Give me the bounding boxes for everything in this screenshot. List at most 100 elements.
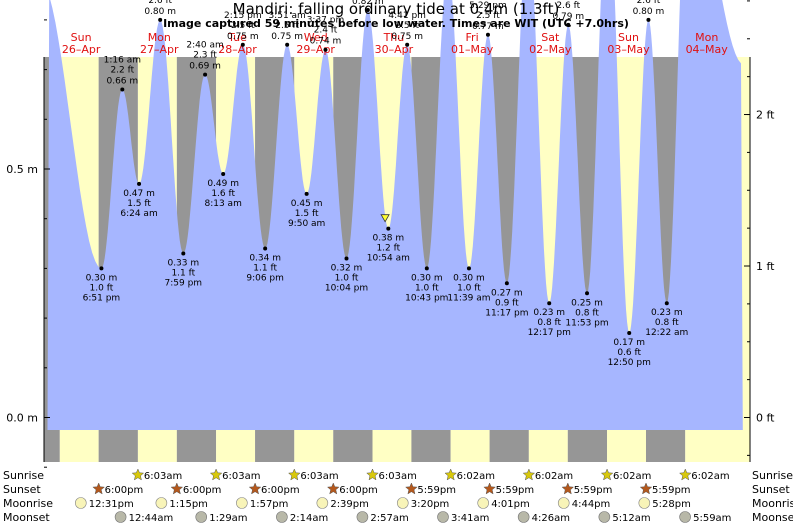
extreme-point [664, 301, 669, 306]
sunrise-icon [600, 468, 614, 481]
extreme-ft: 0.6 ft [617, 348, 641, 358]
extreme-time: 10:04 pm [325, 283, 368, 293]
extreme-time: 8:13 am [204, 199, 241, 209]
extreme-point [158, 17, 163, 22]
extreme-point [485, 32, 490, 37]
extreme-point [203, 72, 208, 77]
moonrise-time: 2:39pm [330, 499, 369, 510]
sunrise-time: 6:02am [535, 471, 573, 482]
sunrise-row-label-left: Sunrise [3, 469, 44, 482]
extreme-time: 10:43 pm [405, 293, 448, 303]
moonrise-icon [316, 497, 329, 509]
moonrise-icon [557, 497, 570, 509]
extreme-m: 0.38 m [372, 234, 404, 244]
current-tide-marker [380, 214, 390, 223]
extreme-point [344, 256, 349, 261]
sunset-row-label-left: Sunset [3, 483, 41, 496]
extreme-time: 2:15 pm [224, 11, 262, 21]
extreme-time: 11:53 pm [565, 318, 608, 328]
day-name: Sat [541, 31, 560, 44]
extreme-ft: 2.4 ft [314, 26, 338, 36]
day-name: Thu [383, 31, 405, 44]
day-date: 02–May [529, 43, 572, 56]
moonrise-time: 1:15pm [169, 499, 208, 510]
extreme-point [466, 266, 471, 271]
moonrise-icon [396, 497, 409, 509]
day-name: Sun [71, 31, 92, 44]
extreme-point [405, 42, 410, 47]
extreme-time: 5:29 pm [469, 1, 507, 11]
moonset-icon [356, 511, 369, 523]
day-date: 03–May [607, 43, 650, 56]
sunset-icon [170, 482, 184, 495]
extreme-m: 0.80 m [633, 7, 665, 17]
extreme-time: 6:24 am [120, 209, 157, 219]
moonset-time: 5:59am [693, 513, 731, 523]
sunset-time: 6:00pm [261, 485, 300, 496]
extreme-m: 0.69 m [189, 62, 221, 72]
day-headers: Sun26–AprMon27–AprTue28–AprWed29–AprThu3… [62, 31, 728, 56]
extreme-m: 0.75 m [271, 32, 303, 42]
extreme-m: 0.66 m [106, 76, 138, 86]
day-name: Sun [618, 31, 639, 44]
extreme-m: 0.30 m [86, 273, 118, 283]
extreme-point [585, 291, 590, 296]
sunset-time: 5:59pm [496, 485, 535, 496]
extreme-ft: 0.8 ft [537, 318, 561, 328]
extreme-point [120, 87, 125, 92]
extreme-point [99, 266, 104, 271]
moonset-row-label-left: Moonset [3, 511, 50, 523]
right-tick-label: 0 ft [756, 412, 775, 425]
extreme-m: 0.33 m [167, 258, 199, 268]
extreme-point [646, 17, 651, 22]
extreme-ft: 1.0 ft [415, 283, 439, 293]
moonrise-time: 5:28pm [652, 499, 691, 510]
sunrise-time: 6:02am [457, 471, 495, 482]
extreme-m: 0.27 m [491, 288, 523, 298]
extreme-m: 0.47 m [123, 189, 155, 199]
sunset-time: 6:00pm [339, 485, 378, 496]
extreme-ft: 1.1 ft [171, 268, 195, 278]
sunrise-row-label-right: Sunrise [752, 469, 793, 482]
sunset-icon [483, 482, 496, 495]
day-name: Mon [695, 31, 718, 44]
tide-area [47, 0, 743, 430]
extreme-ft: 2.6 ft [556, 1, 580, 11]
moonset-icon [114, 511, 127, 523]
extreme-ft: 0.8 ft [655, 318, 679, 328]
extreme-m: 0.32 m [331, 263, 363, 273]
sunset-time: 6:00pm [183, 485, 222, 496]
extreme-point [386, 226, 391, 231]
moonrise-icon [74, 497, 87, 509]
day-date: 27–Apr [140, 43, 179, 56]
moonset-icon [437, 511, 449, 523]
extreme-m: 0.23 m [533, 308, 565, 318]
sunrise-time: 6:03am [379, 471, 417, 482]
moonset-icon [679, 511, 691, 523]
moonrise-icon [236, 497, 248, 509]
extreme-time: 10:54 am [367, 254, 410, 264]
extreme-ft: 1.0 ft [90, 283, 114, 293]
extreme-m: 0.23 m [651, 308, 683, 318]
moonset-row-label-right: Moonset [752, 511, 793, 523]
sunset-icon [248, 482, 262, 495]
extreme-time: 7:59 pm [165, 278, 203, 288]
extreme-time: 6:08 pm [550, 0, 588, 1]
day-date: 01–May [451, 43, 494, 56]
extreme-m: 0.82 m [352, 0, 384, 7]
extreme-point [627, 331, 632, 336]
extreme-m: 0.80 m [144, 7, 176, 17]
extreme-m: 0.30 m [453, 273, 485, 283]
extreme-m: 0.45 m [291, 199, 323, 209]
moonset-icon [517, 511, 530, 523]
moonset-time: 5:12am [612, 513, 650, 523]
extreme-ft: 2.6 ft [148, 0, 172, 6]
extreme-time: 4:41 pm [388, 11, 426, 21]
sunset-row-label-right: Sunset [752, 483, 790, 496]
sunset-icon [326, 482, 340, 495]
extreme-ft: 1.0 ft [335, 273, 359, 283]
extreme-point [424, 266, 429, 271]
moonrise-time: 12:31pm [89, 499, 134, 510]
